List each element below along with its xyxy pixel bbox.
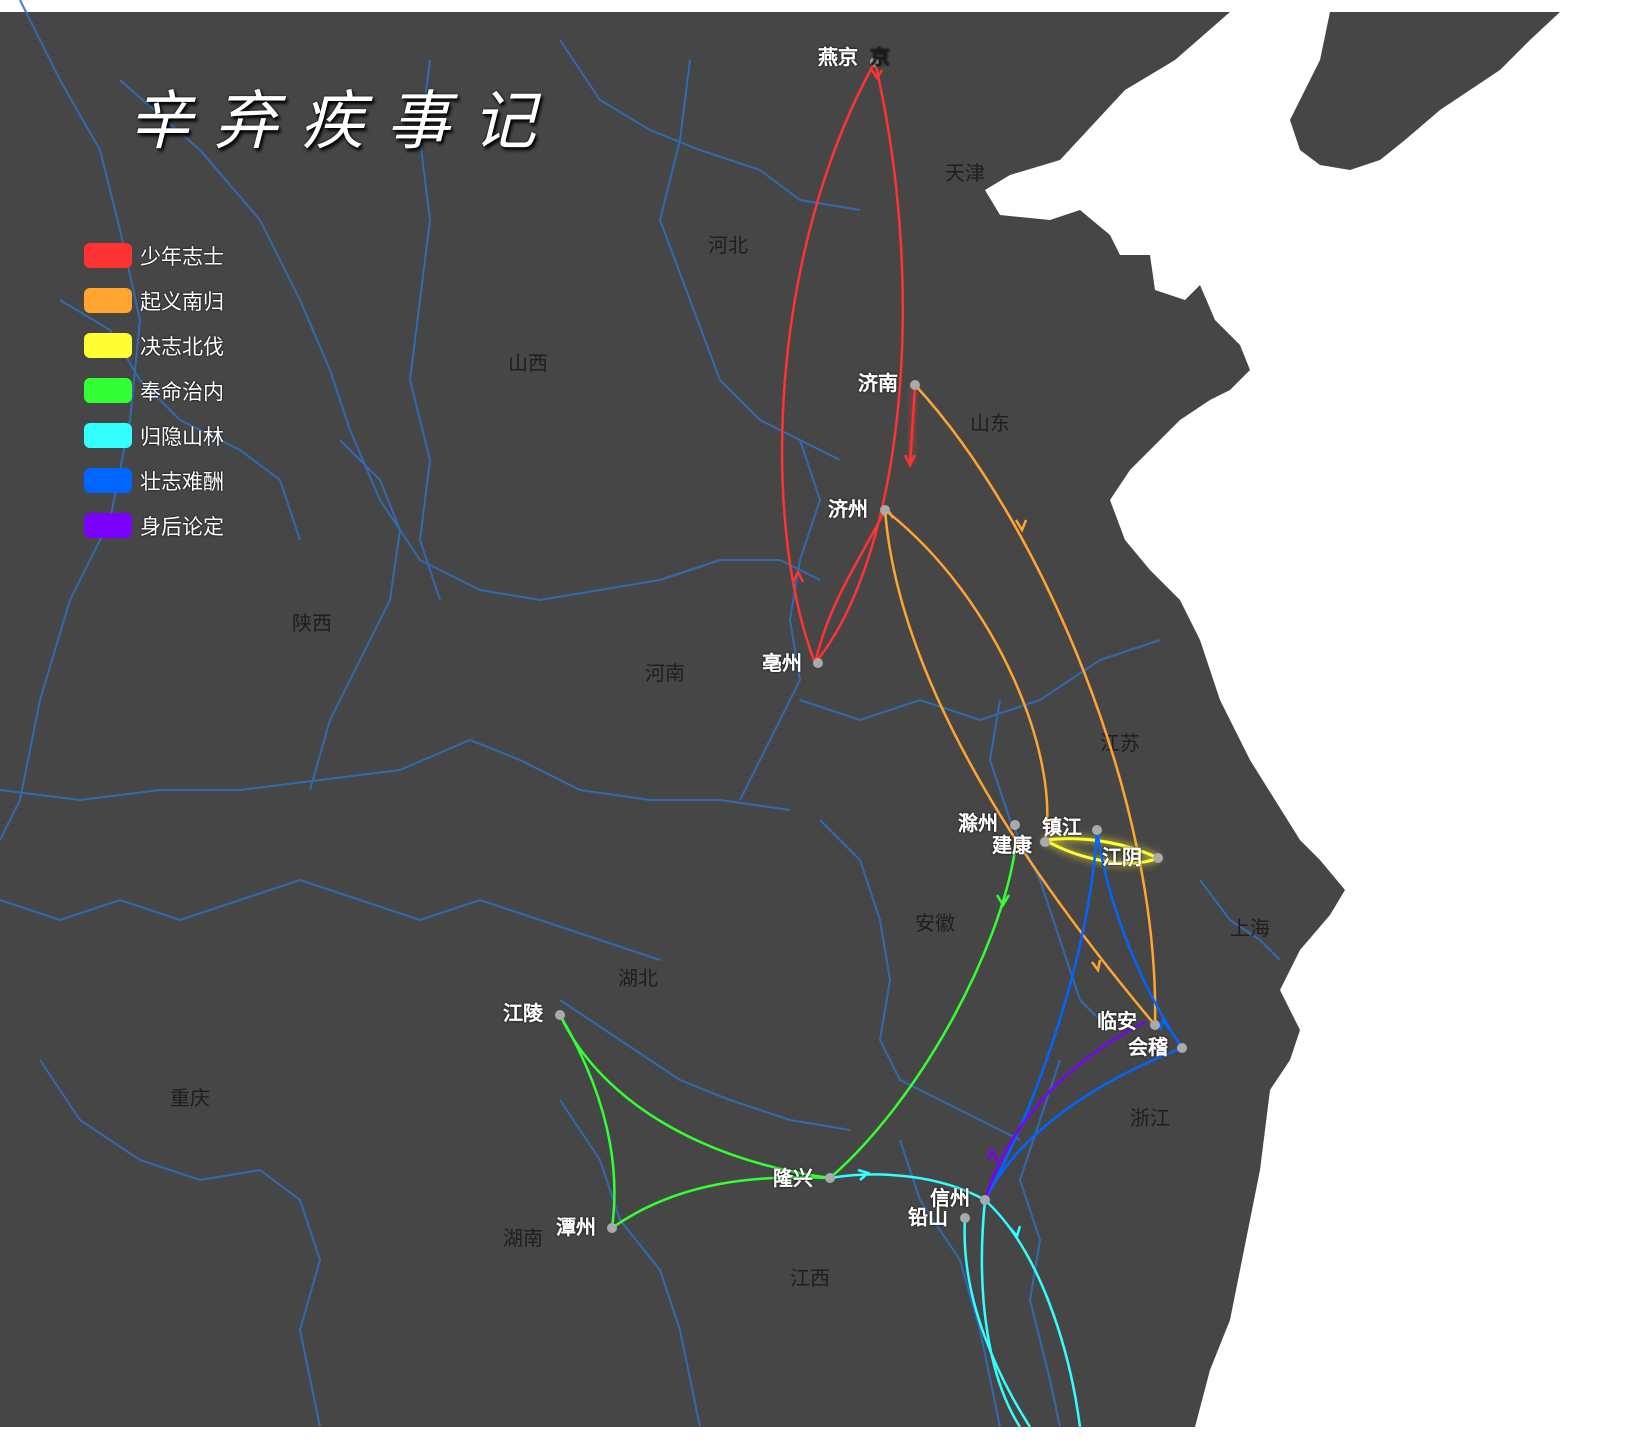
legend-item-juezhi[interactable]: 决志北伐 bbox=[84, 323, 224, 368]
legend-item-guiyin[interactable]: 归隐山林 bbox=[84, 413, 224, 458]
legend-item-shenhou[interactable]: 身后论定 bbox=[84, 503, 224, 548]
legend-label: 决志北伐 bbox=[140, 334, 224, 359]
city-label: 济南 bbox=[858, 371, 898, 395]
city-dot bbox=[880, 505, 890, 515]
land-mass bbox=[0, 12, 1345, 1427]
route-line bbox=[983, 1020, 1146, 1201]
city-dot bbox=[1177, 1043, 1187, 1053]
legend-label: 身后论定 bbox=[140, 514, 224, 539]
route-line bbox=[908, 384, 917, 466]
legend-label: 壮志难酬 bbox=[140, 469, 224, 494]
province-label: 河北 bbox=[708, 233, 748, 257]
legend-swatch bbox=[84, 468, 132, 493]
route-group-cyan bbox=[829, 1173, 1082, 1428]
legend-item-qiyi[interactable]: 起义南归 bbox=[84, 278, 224, 323]
route-group-green bbox=[558, 849, 1017, 1230]
route-group-yellow bbox=[1044, 837, 1159, 865]
city-label: 会稽 bbox=[1128, 1035, 1168, 1059]
route-line bbox=[829, 849, 1017, 1179]
legend-swatch bbox=[84, 513, 132, 538]
route-line bbox=[558, 1014, 616, 1229]
city-dot bbox=[870, 57, 880, 67]
province-label: 山西 bbox=[508, 351, 548, 375]
route-group-orange bbox=[883, 384, 1157, 1026]
city-dot bbox=[980, 1195, 990, 1205]
city-dot bbox=[607, 1223, 617, 1233]
city-dot bbox=[910, 380, 920, 390]
route-line bbox=[884, 509, 1049, 841]
city-dot bbox=[960, 1213, 970, 1223]
legend-label: 奉命治内 bbox=[140, 379, 224, 404]
route-line bbox=[984, 1199, 1082, 1428]
bottom-margin bbox=[0, 1427, 1632, 1447]
province-label: 安徽 bbox=[915, 911, 955, 935]
route-group-red bbox=[780, 61, 917, 664]
province-label: 湖北 bbox=[618, 966, 658, 990]
city-label: 燕京 bbox=[818, 45, 858, 69]
route-line bbox=[1044, 838, 1159, 865]
province-label: 天津 bbox=[945, 161, 985, 185]
province-label: 上海 bbox=[1230, 916, 1270, 940]
legend: 少年志士 起义南归 决志北伐 奉命治内 归隐山林 壮志难酬 身后论定 bbox=[84, 233, 224, 548]
province-label: 陕西 bbox=[292, 611, 332, 635]
legend-swatch bbox=[84, 378, 132, 403]
route-line bbox=[883, 509, 1156, 1026]
city-dot bbox=[555, 1010, 565, 1020]
route-arrows bbox=[791, 69, 1172, 1239]
legend-swatch bbox=[84, 423, 132, 448]
city-label: 镇江 bbox=[1042, 815, 1082, 839]
city-dot bbox=[825, 1173, 835, 1183]
province-borders bbox=[0, 0, 1281, 1428]
city-dot bbox=[1040, 837, 1050, 847]
map-title: 辛弃疾事记 bbox=[128, 85, 558, 159]
route-line bbox=[829, 1173, 986, 1202]
route-line bbox=[983, 1046, 1183, 1201]
province-label: 湖南 bbox=[503, 1226, 543, 1250]
route-line bbox=[980, 1199, 1022, 1428]
legend-label: 归隐山林 bbox=[140, 424, 224, 449]
province-label: 重庆 bbox=[170, 1086, 210, 1110]
city-label: 京 bbox=[870, 45, 890, 69]
city-label: 信州 bbox=[930, 1186, 970, 1210]
legend-item-shaonian[interactable]: 少年志士 bbox=[84, 233, 224, 278]
legend-item-zhuangzhi[interactable]: 壮志难酬 bbox=[84, 458, 224, 503]
city-label: 亳州 bbox=[762, 651, 802, 675]
route-line bbox=[813, 509, 887, 664]
city-label: 潭州 bbox=[556, 1215, 596, 1239]
city-dot bbox=[813, 658, 823, 668]
city-label: 江阴 bbox=[1102, 845, 1142, 869]
province-label: 浙江 bbox=[1130, 1106, 1170, 1130]
route-line bbox=[814, 61, 905, 664]
city-dot bbox=[1010, 820, 1020, 830]
city-label: 滁州 bbox=[958, 811, 998, 835]
province-label: 河南 bbox=[645, 661, 685, 685]
route-line bbox=[611, 1176, 831, 1230]
legend-swatch bbox=[84, 288, 132, 313]
city-label: 铅山 bbox=[908, 1205, 948, 1229]
route-line bbox=[558, 1014, 831, 1180]
legend-swatch bbox=[84, 243, 132, 268]
province-label: 江西 bbox=[790, 1266, 830, 1290]
legend-label: 少年志士 bbox=[140, 244, 224, 269]
land-northeast bbox=[1290, 12, 1560, 170]
city-dot bbox=[1150, 1020, 1160, 1030]
city-label: 临安 bbox=[1097, 1009, 1137, 1033]
route-line bbox=[983, 829, 1099, 1201]
province-label: 山东 bbox=[970, 411, 1010, 435]
route-line bbox=[780, 61, 877, 664]
city-label: 隆兴 bbox=[773, 1166, 813, 1190]
city-label: 江陵 bbox=[503, 1001, 544, 1025]
city-dot bbox=[1153, 853, 1163, 863]
city-label: 建康 bbox=[992, 833, 1033, 857]
city-label: 济州 bbox=[828, 497, 868, 521]
legend-item-fengming[interactable]: 奉命治内 bbox=[84, 368, 224, 413]
route-group-purple bbox=[983, 1020, 1146, 1201]
route-line bbox=[963, 1217, 1032, 1428]
legend-swatch bbox=[84, 333, 132, 358]
city-dot bbox=[1092, 825, 1102, 835]
legend-label: 起义南归 bbox=[140, 289, 224, 314]
route-line bbox=[1044, 837, 1159, 860]
route-line bbox=[914, 384, 1157, 1026]
